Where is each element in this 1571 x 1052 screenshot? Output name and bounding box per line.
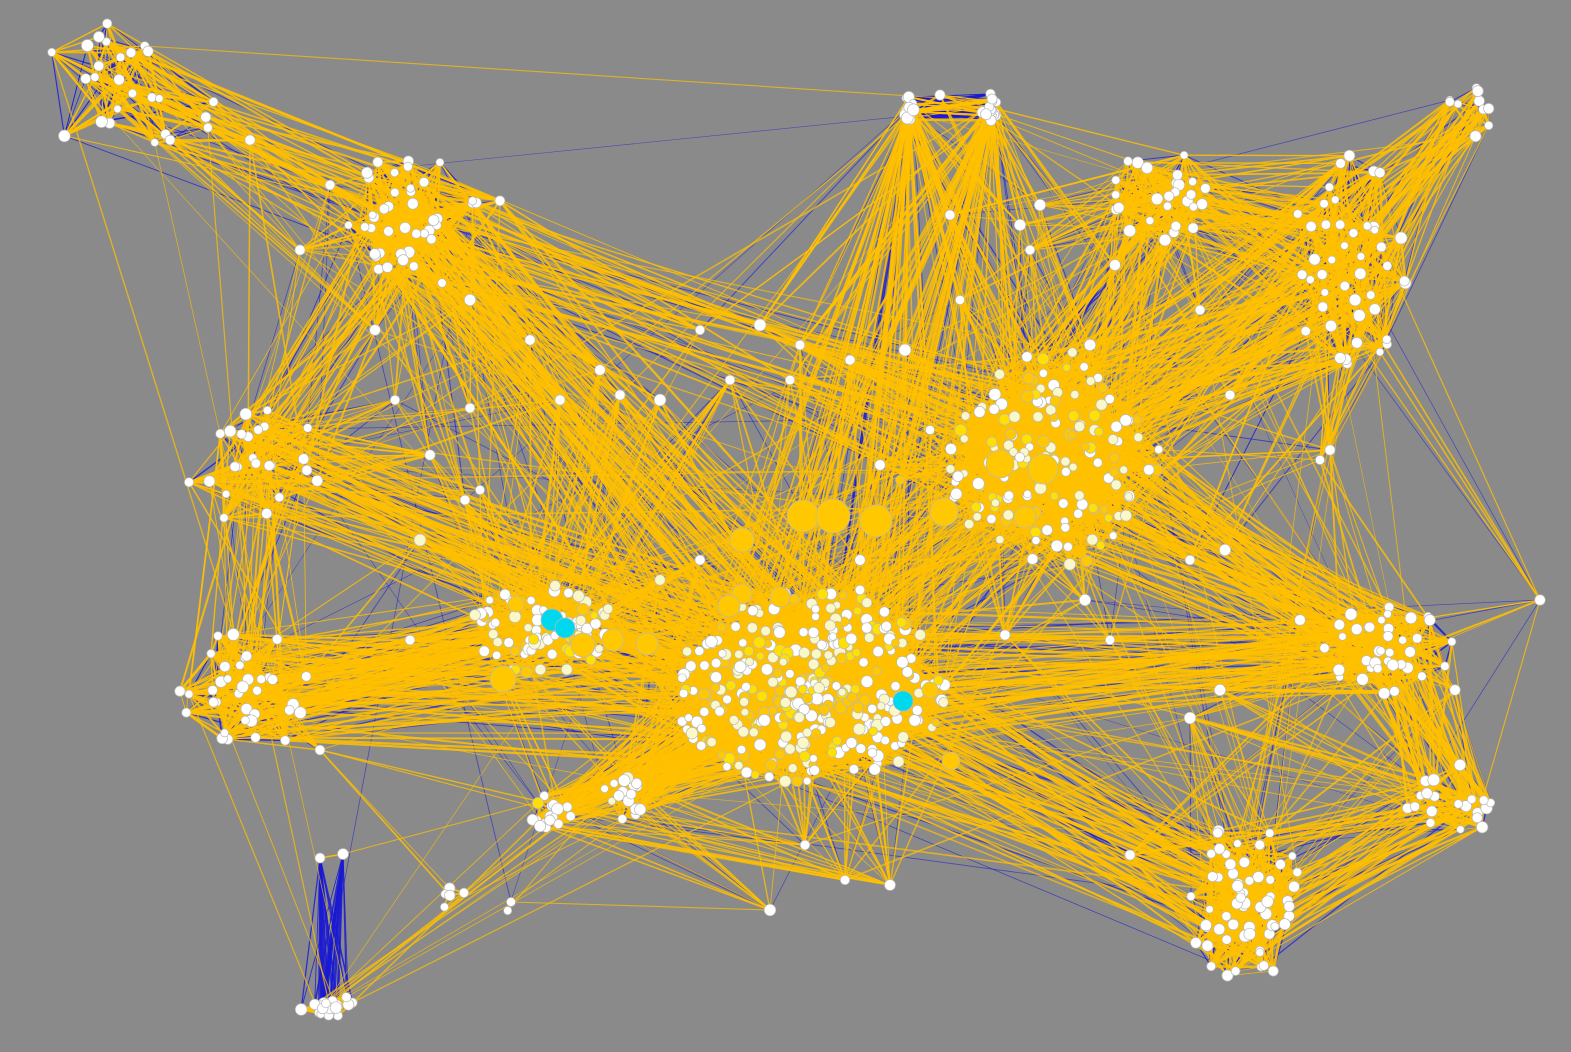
graph-edge-yellow <box>94 36 100 78</box>
graph-edge-yellow <box>105 41 119 109</box>
graph-edge-blue <box>325 853 344 1004</box>
graph-edge-blue <box>1386 125 1490 340</box>
graph-edge-blue <box>51 52 65 136</box>
graph-edge-blue <box>407 107 991 167</box>
graph-edge-blue <box>319 857 334 1001</box>
graph-edge-yellow <box>85 78 111 124</box>
graph-edge-yellow <box>51 36 100 53</box>
graph-edge-yellow <box>188 430 231 483</box>
graph-edge-blue <box>320 203 473 1008</box>
graph-edge-yellow <box>178 652 213 693</box>
graph-edge-blue <box>699 107 910 331</box>
graph-edge-yellow <box>84 78 103 123</box>
graph-edge-yellow <box>51 51 111 124</box>
graph-edge-blue <box>1389 599 1541 608</box>
graph-edge-yellow <box>185 638 278 714</box>
graph-edge-yellow <box>51 51 171 141</box>
graph-edge-blue <box>300 857 321 1010</box>
graph-edge-blue <box>64 45 88 136</box>
graph-edge-blue <box>154 142 375 218</box>
graph-edge-yellow <box>185 711 223 740</box>
graph-edge-yellow <box>51 22 108 53</box>
graph-edge-yellow <box>116 107 156 144</box>
graph-edge-blue <box>319 857 339 1016</box>
graph-edge-blue <box>1039 99 1450 206</box>
graph-edge-yellow <box>170 127 209 141</box>
graph-edge-blue <box>314 857 321 1005</box>
graph-edge-blue <box>313 853 344 1005</box>
